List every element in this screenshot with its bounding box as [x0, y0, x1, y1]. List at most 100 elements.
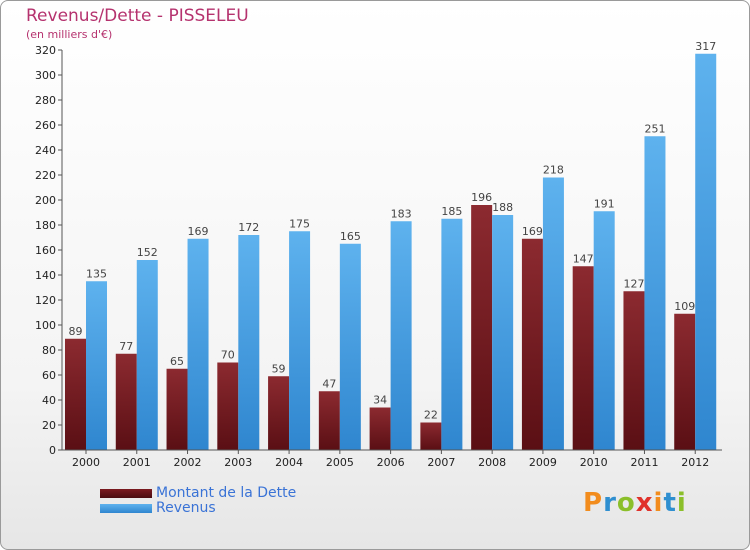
bar-dette-2001 — [115, 353, 137, 450]
bar-dette-2005 — [318, 391, 340, 450]
y-tick-label-320: 320 — [35, 44, 56, 57]
data-label-dette-2005: 47 — [322, 377, 336, 390]
logo-letter: o — [616, 488, 636, 518]
data-label-revenus-2000: 135 — [86, 267, 107, 280]
data-label-dette-2004: 59 — [272, 362, 286, 375]
bar-dette-2000 — [65, 338, 86, 450]
x-tick-label-2000: 2000 — [72, 456, 100, 469]
bar-dette-2012 — [674, 313, 696, 450]
y-tick-label-300: 300 — [35, 69, 56, 82]
data-label-dette-2009: 169 — [522, 225, 543, 238]
data-label-dette-2007: 22 — [424, 409, 438, 422]
bar-dette-2006 — [369, 407, 391, 450]
data-label-dette-2002: 65 — [170, 355, 184, 368]
logo-letter: P — [583, 488, 604, 518]
bar-revenus-2009 — [542, 177, 564, 450]
y-tick-label-60: 60 — [42, 369, 56, 382]
bar-revenus-2001 — [136, 260, 158, 450]
y-tick-label-20: 20 — [42, 419, 56, 432]
x-tick-label-2002: 2002 — [174, 456, 202, 469]
x-tick-label-2009: 2009 — [529, 456, 557, 469]
data-label-revenus-2009: 218 — [543, 164, 564, 177]
data-label-revenus-2007: 185 — [441, 205, 462, 218]
data-label-revenus-2008: 188 — [492, 201, 513, 214]
y-tick-label-120: 120 — [35, 294, 56, 307]
y-tick-label-160: 160 — [35, 244, 56, 257]
logo-letter: i — [676, 488, 687, 518]
data-label-dette-2010: 147 — [573, 252, 594, 265]
data-label-revenus-2012: 317 — [695, 40, 716, 53]
legend-label-revenus: Revenus — [156, 500, 216, 516]
x-tick-label-2008: 2008 — [478, 456, 506, 469]
bar-revenus-2005 — [339, 243, 361, 450]
y-tick-label-100: 100 — [35, 319, 56, 332]
bar-revenus-2006 — [390, 221, 412, 450]
bar-revenus-2008 — [492, 215, 514, 450]
y-tick-label-200: 200 — [35, 194, 56, 207]
y-tick-label-140: 140 — [35, 269, 56, 282]
bar-dette-2009 — [521, 238, 543, 450]
bar-dette-2008 — [471, 205, 493, 450]
bar-revenus-2007 — [441, 218, 463, 450]
y-tick-label-180: 180 — [35, 219, 56, 232]
data-label-dette-2000: 89 — [69, 325, 83, 338]
chart-subtitle: (en milliers d'€) — [26, 28, 113, 41]
y-tick-label-40: 40 — [42, 394, 56, 407]
x-tick-label-2003: 2003 — [224, 456, 252, 469]
bar-dette-2011 — [623, 291, 645, 450]
y-tick-label-220: 220 — [35, 169, 56, 182]
x-tick-label-2005: 2005 — [326, 456, 354, 469]
logo-letter: r — [603, 488, 617, 518]
x-tick-label-2006: 2006 — [377, 456, 405, 469]
axes-group: 2000 2001 2002 2003 2004 2005 2006 2007 2008 2009… — [35, 44, 722, 469]
data-label-revenus-2001: 152 — [137, 246, 158, 259]
bar-revenus-2010 — [593, 211, 615, 450]
bars-group: 89 135 77 152 65 169 70 172 59 175 47 165 34 183 22 185… — [65, 40, 717, 450]
x-tick-label-2010: 2010 — [580, 456, 608, 469]
legend-swatch-revenus — [100, 504, 152, 513]
legend-label-dette: Montant de la Dette — [156, 485, 297, 501]
y-tick-label-80: 80 — [42, 344, 56, 357]
data-label-revenus-2005: 165 — [340, 230, 361, 243]
x-tick-label-2011: 2011 — [630, 456, 658, 469]
bar-dette-2003 — [217, 362, 239, 450]
x-tick-label-2007: 2007 — [427, 456, 455, 469]
data-label-dette-2012: 109 — [674, 300, 695, 313]
data-label-dette-2008: 196 — [471, 191, 492, 204]
bar-dette-2010 — [572, 266, 594, 450]
data-label-dette-2003: 70 — [221, 349, 235, 362]
y-tick-label-240: 240 — [35, 144, 56, 157]
data-label-revenus-2003: 172 — [238, 221, 259, 234]
bar-revenus-2003 — [238, 235, 260, 450]
bar-revenus-2011 — [644, 136, 666, 450]
legend-swatch-dette — [100, 489, 152, 498]
logo-letter: i — [653, 488, 664, 518]
data-label-revenus-2004: 175 — [289, 217, 310, 230]
data-label-revenus-2010: 191 — [594, 197, 615, 210]
x-tick-label-2001: 2001 — [123, 456, 151, 469]
y-tick-label-260: 260 — [35, 119, 56, 132]
data-label-dette-2006: 34 — [373, 394, 387, 407]
x-tick-label-2004: 2004 — [275, 456, 303, 469]
bar-dette-2004 — [268, 376, 290, 450]
bar-revenus-2000 — [86, 281, 107, 450]
x-tick-label-2012: 2012 — [681, 456, 709, 469]
bar-dette-2002 — [166, 368, 188, 450]
y-tick-label-0: 0 — [49, 444, 56, 457]
logo-letter: x — [635, 488, 654, 518]
logo-letter: t — [663, 488, 677, 518]
proxiti-logo: Proxiti — [583, 488, 687, 518]
bar-revenus-2004 — [289, 231, 311, 450]
bar-revenus-2002 — [187, 238, 209, 450]
bar-revenus-2012 — [695, 53, 717, 450]
data-label-revenus-2002: 169 — [188, 225, 209, 238]
bar-dette-2007 — [420, 422, 442, 450]
y-tick-label-280: 280 — [35, 94, 56, 107]
data-label-dette-2011: 127 — [623, 277, 644, 290]
data-label-revenus-2006: 183 — [391, 207, 412, 220]
data-label-dette-2001: 77 — [119, 340, 133, 353]
data-label-revenus-2011: 251 — [644, 122, 665, 135]
chart-title: Revenus/Dette - PISSELEU — [26, 6, 249, 26]
